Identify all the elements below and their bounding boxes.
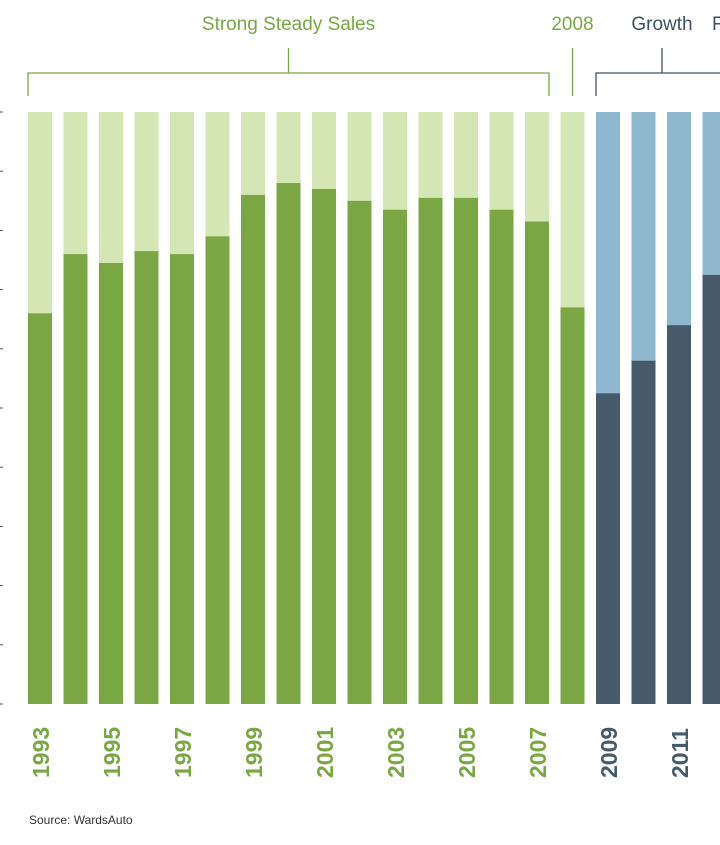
bar-2012 — [702, 274, 720, 704]
bar-1998 — [205, 236, 230, 704]
bars — [28, 112, 720, 705]
x-tick-labels: 1993 1995 1997 1999 2001 2003 2005 2007 2009 2011 — [28, 727, 693, 778]
bar-2010 — [631, 360, 656, 704]
bar-background — [667, 112, 691, 326]
bracket-growth — [595, 48, 720, 96]
bracket-strong-steady-sales — [27, 48, 550, 96]
bar-1996 — [134, 251, 159, 704]
period-label-2008: 2008 — [551, 14, 593, 35]
bar-2007 — [525, 221, 549, 704]
bar-2005 — [454, 197, 478, 704]
bar-background — [347, 112, 372, 201]
bar-2001 — [312, 188, 336, 704]
bar-background — [702, 112, 720, 275]
bar-background — [454, 112, 478, 198]
period-label-clipped: F — [712, 14, 720, 35]
bar-background — [63, 112, 88, 255]
bar-background — [241, 112, 265, 195]
y-axis-ticks — [0, 111, 3, 705]
bar-1993 — [28, 313, 52, 704]
x-tick-label: 2011 — [667, 728, 693, 778]
period-brackets: Strong Steady Sales 2008 Growth F — [27, 14, 720, 96]
x-tick-label: 1997 — [170, 727, 196, 778]
bar-2004 — [418, 197, 443, 704]
bar-1999 — [241, 194, 265, 704]
period-label-strong-steady-sales: Strong Steady Sales — [202, 14, 375, 35]
bar-background — [99, 112, 123, 263]
bar-background — [276, 112, 301, 184]
x-tick-label: 2005 — [454, 727, 480, 778]
bar-background — [418, 112, 443, 198]
bar-2003 — [383, 209, 407, 704]
bar-background — [170, 112, 194, 255]
bar-background — [560, 112, 585, 308]
bar-2006 — [489, 209, 514, 704]
x-tick-label: 2001 — [312, 727, 338, 778]
source-note: Source: WardsAuto — [29, 813, 133, 827]
bar-background — [312, 112, 336, 189]
bar-background — [205, 112, 230, 237]
bar-background — [383, 112, 407, 210]
bar-background — [489, 112, 514, 210]
x-tick-label: 1999 — [241, 727, 267, 778]
bar-background — [28, 112, 52, 314]
x-tick-label: 1993 — [28, 727, 54, 778]
bar-2000 — [276, 183, 301, 705]
bar-2011 — [667, 325, 691, 704]
period-label-growth: Growth — [631, 14, 692, 35]
bar-background — [596, 112, 620, 394]
bar-1995 — [99, 262, 123, 704]
bar-1997 — [170, 254, 194, 704]
bar-background — [525, 112, 549, 222]
x-tick-label: 2003 — [383, 727, 409, 778]
x-tick-label: 1995 — [99, 727, 125, 778]
bar-2009 — [596, 393, 620, 704]
x-tick-label: 2007 — [525, 727, 551, 778]
bar-1994 — [63, 254, 88, 704]
bar-2002 — [347, 200, 372, 705]
x-tick-label: 2009 — [596, 727, 622, 778]
bar-background — [631, 112, 656, 361]
bar-background — [134, 112, 159, 252]
bar-2008 — [560, 307, 585, 704]
